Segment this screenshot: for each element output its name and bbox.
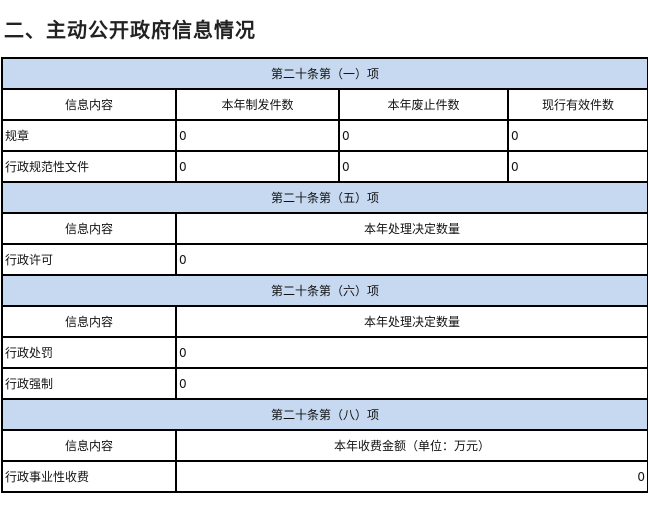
column-header: 本年处理决定数量 — [174, 212, 648, 245]
column-header: 本年制发件数 — [175, 88, 340, 121]
row-label: 行政处罚 — [1, 336, 177, 369]
section-heading: 第二十条第（一）项 — [0, 57, 648, 90]
cell-value: 0 — [174, 243, 648, 276]
row-label: 行政强制 — [1, 367, 177, 400]
section-header-3: 第二十条第（六）项 — [0, 274, 648, 307]
section-heading: 第二十条第（五）项 — [0, 181, 648, 214]
column-header: 本年处理决定数量 — [174, 305, 648, 338]
column-header: 本年废止件数 — [338, 88, 509, 121]
section-header-4: 第二十条第（八）项 — [0, 398, 648, 431]
table-row: 规章 0 0 0 — [1, 119, 648, 152]
cell-value: 0 — [174, 367, 648, 400]
column-headers-4: 信息内容 本年收费金额（单位：万元） — [1, 429, 648, 462]
row-label: 行政许可 — [1, 243, 177, 276]
cell-value: 0 — [175, 150, 340, 183]
table-row: 行政强制 0 — [1, 367, 648, 400]
section-header-2: 第二十条第（五）项 — [0, 181, 648, 214]
table-row: 行政事业性收费 0 — [1, 460, 648, 493]
column-header: 信息内容 — [1, 88, 177, 121]
row-label: 行政规范性文件 — [1, 150, 177, 183]
disclosure-table: 第二十条第（一）项 信息内容 本年制发件数 本年废止件数 现行有效件数 规章 0… — [0, 57, 648, 493]
table-row: 行政许可 0 — [1, 243, 648, 276]
row-label: 规章 — [1, 119, 177, 152]
column-header: 信息内容 — [1, 212, 177, 245]
cell-value: 0 — [338, 150, 509, 183]
cell-value: 0 — [174, 336, 648, 369]
column-header: 本年收费金额（单位：万元） — [174, 429, 648, 462]
column-header: 现行有效件数 — [506, 88, 648, 121]
column-headers-2: 信息内容 本年处理决定数量 — [1, 212, 648, 245]
column-headers-3: 信息内容 本年处理决定数量 — [1, 305, 648, 338]
cell-value: 0 — [174, 460, 648, 493]
page-title: 二、主动公开政府信息情况 — [4, 18, 256, 42]
section-heading: 第二十条第（八）项 — [0, 398, 648, 431]
cell-value: 0 — [338, 119, 509, 152]
column-headers-1: 信息内容 本年制发件数 本年废止件数 现行有效件数 — [1, 88, 648, 121]
column-header: 信息内容 — [1, 429, 177, 462]
section-header-1: 第二十条第（一）项 — [0, 57, 648, 90]
cell-value: 0 — [506, 150, 648, 183]
row-label: 行政事业性收费 — [1, 460, 177, 493]
table-row: 行政规范性文件 0 0 0 — [1, 150, 648, 183]
table-row: 行政处罚 0 — [1, 336, 648, 369]
cell-value: 0 — [175, 119, 340, 152]
column-header: 信息内容 — [1, 305, 177, 338]
cell-value: 0 — [506, 119, 648, 152]
section-heading: 第二十条第（六）项 — [0, 274, 648, 307]
